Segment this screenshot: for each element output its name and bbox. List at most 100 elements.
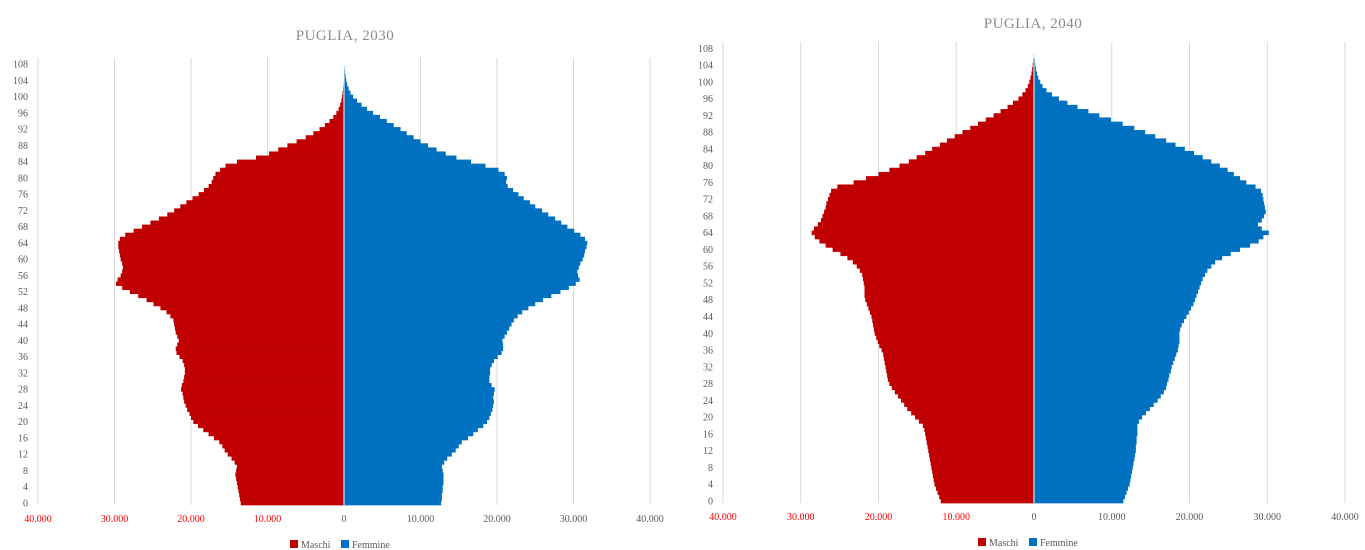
bar-femmine	[344, 444, 459, 449]
x-tick-label: 40.000	[1331, 512, 1359, 523]
bar-femmine	[1034, 490, 1127, 495]
bar-femmine	[344, 480, 444, 486]
bar-femmine	[1034, 276, 1203, 282]
bar-maschi	[213, 435, 344, 441]
y-tick-label: 64	[18, 238, 28, 249]
bar-maschi	[319, 127, 344, 132]
bar-femmine	[1034, 142, 1176, 148]
bar-femmine	[1034, 247, 1241, 252]
y-tick-label: 40	[18, 336, 28, 347]
bar-maschi	[1025, 88, 1034, 93]
bar-maschi	[150, 220, 344, 225]
x-tick-label: 10.000	[943, 512, 971, 523]
bar-maschi	[884, 360, 1034, 366]
bar-femmine	[1034, 255, 1223, 261]
bar-femmine	[344, 391, 494, 396]
bar-femmine	[344, 439, 462, 445]
bar-maschi	[885, 364, 1034, 370]
bar-femmine	[1034, 155, 1203, 160]
bar-maschi	[866, 301, 1034, 307]
bar-maschi	[234, 460, 344, 465]
bar-femmine	[1034, 192, 1263, 198]
bar-maschi	[119, 248, 344, 254]
bar-femmine	[1034, 343, 1179, 349]
bar-femmine	[1034, 381, 1167, 387]
y-tick-label: 92	[18, 125, 28, 136]
bar-femmine	[1034, 117, 1111, 122]
bar-femmine	[1034, 431, 1138, 437]
bar-femmine	[1034, 331, 1180, 336]
legend-label-maschi: Maschi	[301, 540, 331, 550]
bar-maschi	[180, 204, 344, 209]
bar-femmine	[1034, 326, 1181, 332]
bar-femmine	[1034, 440, 1137, 445]
bar-maschi	[185, 403, 344, 408]
bar-maschi	[881, 347, 1034, 353]
bar-maschi	[864, 285, 1034, 290]
bar-maschi	[174, 208, 344, 213]
bar-femmine	[1034, 230, 1269, 236]
bar-femmine	[1034, 389, 1164, 395]
y-tick-label: 4	[708, 480, 713, 491]
bar-maschi	[1032, 62, 1034, 68]
bar-femmine	[1034, 293, 1197, 298]
x-tick-label: 10.000	[254, 514, 282, 525]
x-tick-label: 20.000	[483, 514, 511, 525]
bar-femmine	[344, 155, 457, 160]
y-tick-label: 72	[18, 206, 28, 217]
bar-maschi	[899, 163, 1034, 169]
bar-femmine	[344, 293, 552, 299]
y-tick-label: 40	[703, 329, 713, 340]
bar-femmine	[344, 411, 491, 416]
bar-maschi	[338, 106, 344, 112]
bar-femmine	[1034, 159, 1212, 164]
bar-maschi	[929, 456, 1034, 462]
bar-femmine	[1034, 109, 1089, 114]
bar-femmine	[344, 179, 507, 185]
bar-femmine	[1034, 301, 1194, 307]
bar-maschi	[189, 411, 344, 416]
bar-femmine	[1034, 197, 1264, 202]
bar-femmine	[1034, 218, 1262, 223]
bar-femmine	[344, 297, 543, 303]
bar-maschi	[859, 268, 1034, 273]
y-tick-label: 60	[18, 255, 28, 266]
bar-femmine	[1034, 264, 1212, 269]
bar-femmine	[1034, 364, 1172, 370]
bar-femmine	[1034, 138, 1167, 143]
bar-maschi	[946, 138, 1034, 143]
bar-femmine	[1034, 201, 1265, 206]
bar-femmine	[1034, 498, 1124, 504]
bar-femmine	[344, 94, 354, 99]
bar-maschi	[231, 456, 344, 461]
bar-maschi	[133, 228, 344, 234]
bar-maschi	[341, 98, 344, 104]
bar-maschi	[237, 484, 344, 490]
bar-maschi	[911, 410, 1034, 416]
bar-maschi	[122, 261, 345, 266]
bar-femmine	[1034, 222, 1258, 227]
bar-maschi	[824, 209, 1034, 215]
bar-maschi	[213, 175, 344, 181]
bar-maschi	[889, 381, 1034, 387]
bar-maschi	[932, 469, 1034, 475]
bar-maschi	[118, 244, 344, 250]
bar-femmine	[344, 354, 498, 360]
bar-femmine	[1034, 234, 1264, 240]
bar-femmine	[344, 236, 585, 242]
y-tick-label: 76	[703, 178, 713, 189]
bar-femmine	[344, 318, 514, 323]
bar-femmine	[1034, 314, 1187, 319]
bar-maschi	[138, 293, 344, 299]
bar-femmine	[344, 346, 504, 351]
bar-femmine	[344, 301, 536, 307]
bar-maschi	[181, 383, 344, 388]
bar-femmine	[344, 147, 437, 152]
bar-maschi	[119, 253, 344, 258]
legend-label-femmine: Femmine	[1040, 538, 1078, 549]
bar-maschi	[822, 213, 1034, 219]
bar-femmine	[344, 171, 505, 177]
bar-maschi	[904, 402, 1034, 407]
bar-femmine	[344, 151, 446, 156]
